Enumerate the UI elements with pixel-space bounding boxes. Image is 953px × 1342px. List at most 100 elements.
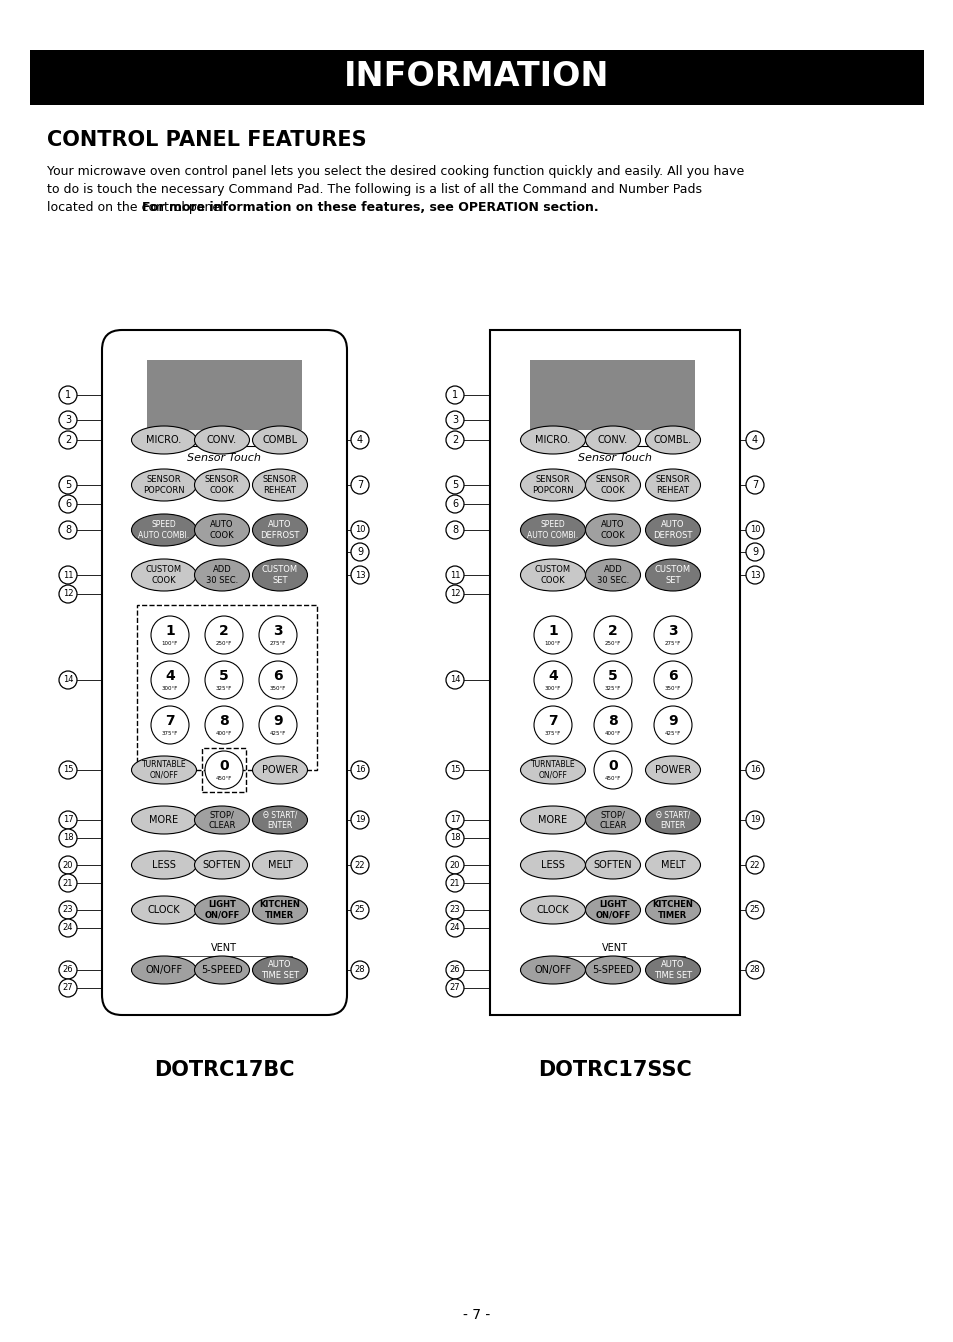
Circle shape	[151, 706, 189, 743]
Text: 325°F: 325°F	[604, 686, 620, 691]
Circle shape	[59, 829, 77, 847]
Ellipse shape	[132, 807, 196, 833]
Circle shape	[351, 761, 369, 778]
Text: KITCHEN
TIMER: KITCHEN TIMER	[259, 900, 300, 919]
Text: 5-SPEED: 5-SPEED	[592, 965, 633, 976]
Ellipse shape	[520, 560, 585, 590]
Ellipse shape	[585, 896, 639, 925]
Text: VENT: VENT	[601, 943, 627, 953]
Text: 20: 20	[63, 860, 73, 870]
Text: 2: 2	[219, 624, 229, 637]
Circle shape	[446, 585, 463, 603]
Circle shape	[258, 706, 296, 743]
Text: SENSOR
REHEAT: SENSOR REHEAT	[262, 475, 297, 495]
Text: 0: 0	[219, 758, 229, 773]
Text: ADD
30 SEC.: ADD 30 SEC.	[597, 565, 628, 585]
Ellipse shape	[253, 514, 307, 546]
Ellipse shape	[520, 756, 585, 784]
Text: CLOCK: CLOCK	[148, 905, 180, 915]
Ellipse shape	[132, 956, 196, 984]
Ellipse shape	[253, 756, 307, 784]
Text: 10: 10	[355, 526, 365, 534]
Circle shape	[446, 411, 463, 429]
Circle shape	[534, 662, 572, 699]
Circle shape	[205, 616, 243, 654]
Text: 375°F: 375°F	[162, 731, 178, 735]
Text: AUTO
DEFROST: AUTO DEFROST	[653, 521, 692, 539]
Text: 1: 1	[452, 391, 457, 400]
Circle shape	[59, 874, 77, 892]
Text: 27: 27	[63, 984, 73, 993]
Ellipse shape	[585, 807, 639, 833]
Text: MORE: MORE	[150, 815, 178, 825]
Text: LESS: LESS	[152, 860, 175, 870]
Text: 6: 6	[273, 668, 282, 683]
Circle shape	[446, 811, 463, 829]
Ellipse shape	[645, 956, 700, 984]
Ellipse shape	[520, 425, 585, 454]
Circle shape	[351, 544, 369, 561]
Text: located on the control panel.: located on the control panel.	[47, 201, 232, 213]
Text: POWER: POWER	[654, 765, 690, 774]
Text: 450°F: 450°F	[604, 776, 620, 781]
Text: STOP/
CLEAR: STOP/ CLEAR	[208, 811, 235, 829]
Circle shape	[205, 662, 243, 699]
Ellipse shape	[132, 514, 196, 546]
Circle shape	[594, 616, 631, 654]
Text: AUTO
TIME SET: AUTO TIME SET	[261, 961, 298, 980]
Ellipse shape	[253, 896, 307, 925]
Circle shape	[446, 874, 463, 892]
Text: 9: 9	[667, 714, 677, 727]
Text: Θ START/
ENTER: Θ START/ ENTER	[655, 811, 689, 829]
Text: 24: 24	[449, 923, 459, 933]
Circle shape	[446, 431, 463, 450]
Text: 425°F: 425°F	[664, 731, 680, 735]
Text: CLOCK: CLOCK	[537, 905, 569, 915]
Text: 7: 7	[548, 714, 558, 727]
Ellipse shape	[253, 851, 307, 879]
Text: AUTO
COOK: AUTO COOK	[210, 521, 234, 539]
Ellipse shape	[585, 851, 639, 879]
Ellipse shape	[132, 756, 196, 784]
Bar	[137, 605, 316, 770]
Text: 15: 15	[63, 765, 73, 774]
Ellipse shape	[253, 468, 307, 501]
Text: 9: 9	[273, 714, 282, 727]
Text: AUTO
DEFROST: AUTO DEFROST	[260, 521, 299, 539]
Text: KITCHEN
TIMER: KITCHEN TIMER	[652, 900, 693, 919]
Text: 5: 5	[219, 668, 229, 683]
Text: 20: 20	[449, 860, 459, 870]
Circle shape	[351, 566, 369, 584]
Circle shape	[351, 521, 369, 539]
Text: 28: 28	[749, 965, 760, 974]
Text: TURNTABLE
ON/OFF: TURNTABLE ON/OFF	[530, 761, 575, 780]
Text: LESS: LESS	[540, 860, 564, 870]
Text: Sensor Touch: Sensor Touch	[578, 454, 651, 463]
Ellipse shape	[645, 807, 700, 833]
Ellipse shape	[194, 514, 250, 546]
Text: 5: 5	[452, 480, 457, 490]
Text: 15: 15	[449, 765, 459, 774]
Circle shape	[59, 431, 77, 450]
Text: INFORMATION: INFORMATION	[344, 60, 609, 94]
Circle shape	[446, 566, 463, 584]
Text: 7: 7	[356, 480, 363, 490]
Bar	[30, 50, 923, 105]
Text: 8: 8	[65, 525, 71, 535]
Text: 275°F: 275°F	[664, 641, 680, 646]
Text: STOP/
CLEAR: STOP/ CLEAR	[598, 811, 626, 829]
Text: 7: 7	[165, 714, 174, 727]
Text: 12: 12	[449, 589, 459, 599]
Text: 26: 26	[63, 965, 73, 974]
Text: 12: 12	[63, 589, 73, 599]
Circle shape	[446, 829, 463, 847]
Text: 11: 11	[449, 570, 459, 580]
Text: 350°F: 350°F	[664, 686, 680, 691]
Circle shape	[534, 616, 572, 654]
Ellipse shape	[520, 514, 585, 546]
Ellipse shape	[132, 468, 196, 501]
Ellipse shape	[645, 851, 700, 879]
Circle shape	[745, 811, 763, 829]
Text: 450°F: 450°F	[215, 776, 232, 781]
Circle shape	[745, 900, 763, 919]
